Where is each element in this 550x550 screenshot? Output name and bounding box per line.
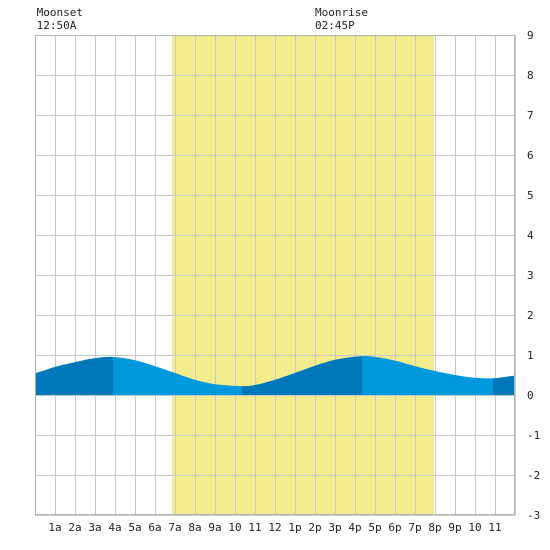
- x-tick-label: 11: [488, 521, 501, 534]
- tide-area-dark-segment: [35, 356, 113, 395]
- y-tick-label: 3: [527, 269, 534, 282]
- y-tick-label: 8: [527, 69, 534, 82]
- annotation-time: 12:50A: [37, 19, 77, 32]
- y-tick-label: 5: [527, 189, 534, 202]
- x-tick-label: 8p: [428, 521, 441, 534]
- y-tick-label: 4: [527, 229, 534, 242]
- y-tick-label: 2: [527, 309, 534, 322]
- x-tick-label: 11: [248, 521, 261, 534]
- x-tick-label: 5a: [128, 521, 141, 534]
- x-tick-label: 3a: [88, 521, 101, 534]
- x-tick-label: 7a: [168, 521, 181, 534]
- tide-area-dark-segment: [242, 356, 362, 395]
- x-tick-label: 10: [228, 521, 241, 534]
- x-tick-label: 6a: [148, 521, 161, 534]
- x-tick-label: 2p: [308, 521, 321, 534]
- y-tick-label: 9: [527, 29, 534, 42]
- plot-frame: [35, 35, 515, 515]
- x-tick-label: 1a: [48, 521, 61, 534]
- x-tick-label: 3p: [328, 521, 341, 534]
- y-tick-label: -2: [527, 469, 540, 482]
- x-tick-label: 6p: [388, 521, 401, 534]
- y-tick-label: -3: [527, 509, 540, 522]
- x-tick-label: 2a: [68, 521, 81, 534]
- x-tick-label: 10: [468, 521, 481, 534]
- x-tick-label: 7p: [408, 521, 421, 534]
- x-tick-label: 9p: [448, 521, 461, 534]
- y-tick-label: 6: [527, 149, 534, 162]
- x-tick-label: 5p: [368, 521, 381, 534]
- y-tick-label: 1: [527, 349, 534, 362]
- tide-area: [35, 356, 515, 395]
- y-tick-label: 0: [527, 389, 534, 402]
- annotation-label: Moonset: [37, 6, 83, 19]
- x-tick-label: 4p: [348, 521, 361, 534]
- x-tick-label: 1p: [288, 521, 301, 534]
- tide-area-dark-segment: [493, 375, 515, 395]
- annotation-label: Moonrise: [315, 6, 368, 19]
- x-tick-label: 12: [268, 521, 281, 534]
- x-tick-label: 9a: [208, 521, 221, 534]
- x-tick-label: 4a: [108, 521, 121, 534]
- x-tick-label: 8a: [188, 521, 201, 534]
- y-tick-label: -1: [527, 429, 540, 442]
- annotation-time: 02:45P: [315, 19, 355, 32]
- y-tick-label: 7: [527, 109, 534, 122]
